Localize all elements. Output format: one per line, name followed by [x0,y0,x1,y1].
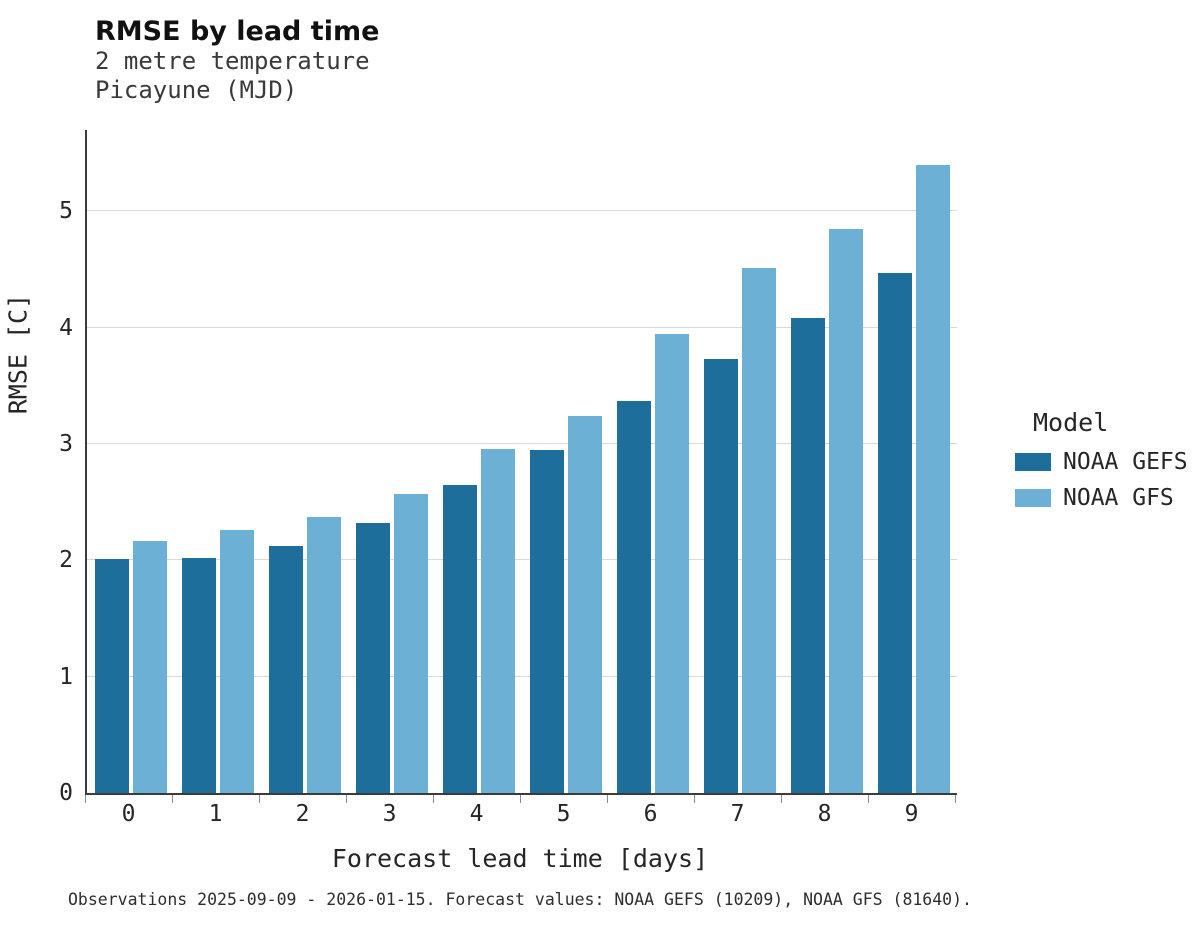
bar-noaa-gfs-lead-4 [480,448,515,793]
x-tick-label-0: 0 [121,801,136,827]
bar-group-3 [348,130,435,793]
bar-noaa-gfs-lead-0 [132,540,167,793]
x-tick-label-1: 1 [208,801,223,827]
x-axis-minor-tick [85,795,86,803]
x-tick-label-2: 2 [295,801,310,827]
legend-swatch-icon [1015,453,1051,471]
gridline-y-1 [87,675,957,677]
bar-group-7 [696,130,783,793]
legend-entry-noaa-gfs: NOAA GFS [1015,485,1188,511]
gridline-y-4 [87,326,957,328]
x-axis-minor-tick [346,795,347,803]
x-tick-label-6: 6 [643,801,658,827]
y-tick-label-1: 1 [59,663,73,690]
bar-group-8 [783,130,870,793]
y-tick-label-0: 0 [59,780,73,806]
bar-group-6 [609,130,696,793]
bar-noaa-gefs-lead-2 [268,546,303,793]
legend: Model NOAA GEFS NOAA GFS [1015,408,1188,521]
chart-title: RMSE by lead time [95,16,380,47]
bar-noaa-gfs-lead-1 [219,530,254,793]
title-block: RMSE by lead time 2 metre temperature Pi… [95,16,379,106]
x-axis-minor-tick [172,795,173,803]
x-axis-minor-tick [955,795,956,803]
x-axis-minor-tick [607,795,608,803]
legend-entry-noaa-gefs: NOAA GEFS [1015,449,1188,475]
bar-noaa-gfs-lead-6 [654,333,689,793]
y-tick-label-5: 5 [59,198,73,225]
legend-label: NOAA GEFS [1063,449,1188,475]
legend-entries: NOAA GEFS NOAA GFS [1015,449,1188,511]
legend-title: Model [1033,408,1109,437]
bar-group-9 [870,130,957,793]
x-axis-label: Forecast lead time [days] [331,844,709,873]
gridline-y-3 [87,443,957,445]
x-axis-minor-tick [520,795,521,803]
x-tick-label-3: 3 [382,801,397,827]
gridline-y-5 [87,210,957,212]
bar-noaa-gfs-lead-9 [915,164,950,793]
bar-noaa-gefs-lead-1 [181,558,216,793]
plot-area: 0 1 2 3 4 5 [59,130,957,806]
x-axis-minor-tick [433,795,434,803]
chart-subtitle-line1: 2 metre temperature [95,47,370,76]
x-axis-minor-tick [694,795,695,803]
x-axis-minor-tick [781,795,782,803]
bar-noaa-gefs-lead-8 [790,318,825,793]
bar-noaa-gefs-lead-7 [703,359,738,793]
x-tick-label-5: 5 [556,801,571,827]
x-tick-labels: 0 1 2 3 4 5 6 7 8 9 [85,801,955,827]
bar-noaa-gefs-lead-4 [442,484,477,793]
y-tick-label-2: 2 [59,547,73,574]
x-tick-label-8: 8 [817,801,832,827]
bar-group-4 [435,130,522,793]
bar-groups [87,130,957,793]
x-axis-minor-tick [259,795,260,803]
x-axis-minor-tick [868,795,869,803]
x-tick-label-9: 9 [904,801,919,827]
chart-subtitle-line2: Picayune (MJD) [95,76,298,105]
bar-noaa-gefs-lead-0 [94,559,129,793]
gridline-y-2 [87,559,957,561]
y-axis-label: RMSE [C] [3,293,33,415]
legend-label: NOAA GFS [1063,485,1174,511]
bar-noaa-gefs-lead-5 [529,449,564,793]
x-tick-label-7: 7 [730,801,745,827]
bar-noaa-gefs-lead-6 [616,401,651,793]
bar-noaa-gfs-lead-7 [741,268,776,793]
bar-group-2 [261,130,348,793]
bar-noaa-gfs-lead-3 [393,494,428,793]
bar-group-5 [522,130,609,793]
bar-noaa-gfs-lead-8 [828,228,863,793]
bar-group-1 [174,130,261,793]
x-tick-label-4: 4 [469,801,484,827]
bar-noaa-gefs-lead-9 [877,273,912,793]
legend-swatch-icon [1015,489,1051,507]
bar-noaa-gfs-lead-5 [567,416,602,793]
y-tick-label-4: 4 [59,314,73,341]
bar-noaa-gefs-lead-3 [355,523,390,793]
caption: Observations 2025-09-09 - 2026-01-15. Fo… [68,890,972,909]
bar-group-0 [87,130,174,793]
y-tick-label-3: 3 [59,431,73,458]
bar-noaa-gfs-lead-2 [306,517,341,793]
